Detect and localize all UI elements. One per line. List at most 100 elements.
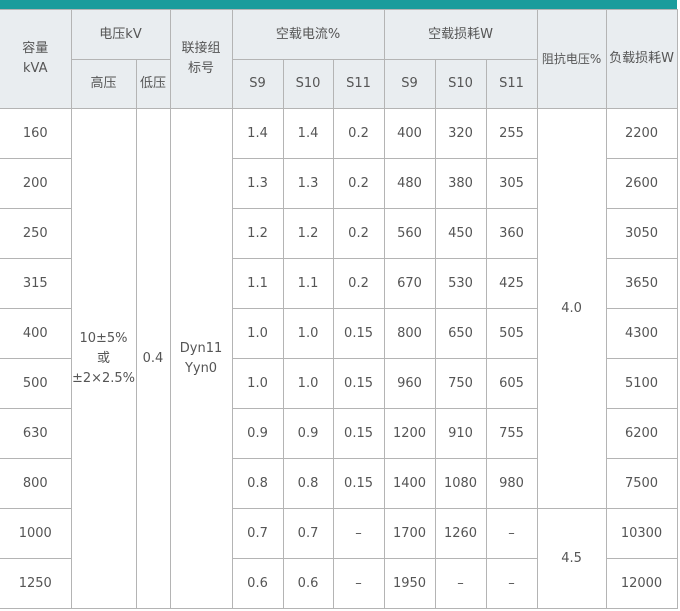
cell-i11: 0.2 xyxy=(332,208,385,259)
cell-capacity: 160 xyxy=(0,108,72,159)
cell-load-loss: 12000 xyxy=(605,558,678,609)
cell-i9: 0.6 xyxy=(231,558,284,609)
cell-i10: 1.4 xyxy=(282,108,334,159)
high-voltage-line-3: ±2×2.5% xyxy=(71,370,136,386)
cell-load-loss: 5100 xyxy=(605,358,678,409)
cell-i11: 0.15 xyxy=(332,458,385,509)
cell-i11: 0.2 xyxy=(332,258,385,309)
cell-capacity: 315 xyxy=(0,258,72,309)
cell-load-loss: 10300 xyxy=(605,508,678,559)
cell-i10: 0.6 xyxy=(282,558,334,609)
cell-capacity: 500 xyxy=(0,358,72,409)
transformer-spec-table: 容量 kVA 电压kV 联接组 标号 空载电流% 空载损耗W 阻抗电压% 负载损耗W… xyxy=(0,9,678,609)
cell-load-loss: 2600 xyxy=(605,158,678,209)
table-row: 400 1.0 1.0 0.15 800 650 505 4300 xyxy=(0,308,678,359)
cell-low-voltage: 0.4 xyxy=(135,108,171,609)
header-noload-loss: 空载损耗W xyxy=(383,9,538,60)
cell-i9: 1.4 xyxy=(231,108,284,159)
header-connection: 联接组 标号 xyxy=(169,9,233,109)
cell-p10: 450 xyxy=(434,208,487,259)
cell-i11: – xyxy=(332,558,385,609)
header-low-voltage: 低压 xyxy=(135,59,171,109)
cell-i10: 1.3 xyxy=(282,158,334,209)
cell-i10: 1.0 xyxy=(282,358,334,409)
cell-p11: 360 xyxy=(485,208,538,259)
cell-high-voltage: 10±5% 或 ±2×2.5% xyxy=(70,108,137,609)
cell-p10: 1260 xyxy=(434,508,487,559)
cell-i11: 0.15 xyxy=(332,408,385,459)
cell-capacity: 200 xyxy=(0,158,72,209)
cell-p9: 480 xyxy=(383,158,436,209)
cell-p9: 1950 xyxy=(383,558,436,609)
cell-p9: 1200 xyxy=(383,408,436,459)
cell-p9: 800 xyxy=(383,308,436,359)
cell-load-loss: 4300 xyxy=(605,308,678,359)
cell-capacity: 800 xyxy=(0,458,72,509)
cell-capacity: 630 xyxy=(0,408,72,459)
cell-p9: 670 xyxy=(383,258,436,309)
header-voltage: 电压kV xyxy=(70,9,171,60)
cell-capacity: 400 xyxy=(0,308,72,359)
connection-line-2: Yyn0 xyxy=(184,360,218,376)
cell-i10: 0.7 xyxy=(282,508,334,559)
connection-label-2: 标号 xyxy=(188,61,215,76)
cell-p11: – xyxy=(485,558,538,609)
cell-impedance: 4.0 xyxy=(536,108,607,509)
table-row: 1250 0.6 0.6–1950– –12000 xyxy=(0,558,678,609)
table-row: 160 10±5% 或 ±2×2.5% 0.4 Dyn11 Yyn0 1.4 1.4 0.2 400… xyxy=(0,108,678,609)
cell-load-loss: 2200 xyxy=(605,108,678,159)
header-loss-s10: S10 xyxy=(434,59,487,109)
table-row: 500 1.0 1.0 0.15 960 750 605 5100 xyxy=(0,358,678,409)
header-high-voltage: 高压 xyxy=(71,59,137,109)
cell-i9: 1.0 xyxy=(231,308,284,359)
header-loss-s9: S9 xyxy=(383,59,436,109)
cell-i11: 0.2 xyxy=(332,158,385,209)
cell-connection: Dyn11 Yyn0 xyxy=(169,108,233,609)
cell-i11: 0.15 xyxy=(332,358,385,409)
table-body: 160 10±5% 或 ±2×2.5% 0.4 Dyn11 Yyn0 1.4 1.4 0.2 400… xyxy=(0,108,678,609)
cell-p10: 380 xyxy=(434,158,487,209)
header-current-s10: S10 xyxy=(282,59,334,109)
header-loss-s11: S11 xyxy=(485,59,538,109)
cell-i11: – xyxy=(332,508,385,559)
cell-i10: 0.9 xyxy=(282,408,334,459)
cell-load-loss: 3050 xyxy=(605,208,678,259)
cell-i10: 1.2 xyxy=(282,208,334,259)
cell-i10: 1.0 xyxy=(282,308,334,359)
high-voltage-line-1: 10±5% xyxy=(79,330,128,346)
cell-i11: 0.15 xyxy=(332,308,385,359)
cell-p9: 1400 xyxy=(383,458,436,509)
cell-load-loss: 6200 xyxy=(605,408,678,459)
top-accent-bar xyxy=(0,0,677,9)
header-load-loss: 负载损耗W xyxy=(605,9,678,109)
cell-p11: 255 xyxy=(485,108,538,159)
connection-label-1: 联接组 xyxy=(181,41,221,56)
cell-i9: 0.7 xyxy=(231,508,284,559)
cell-p10: 750 xyxy=(434,358,487,409)
capacity-label: 容量 xyxy=(22,41,49,56)
cell-load-loss: 7500 xyxy=(605,458,678,509)
cell-p9: 400 xyxy=(383,108,436,159)
cell-p10: 650 xyxy=(434,308,487,359)
cell-i11: 0.2 xyxy=(332,108,385,159)
cell-i9: 0.9 xyxy=(231,408,284,459)
cell-i9: 1.1 xyxy=(231,258,284,309)
cell-i10: 1.1 xyxy=(282,258,334,309)
cell-p11: 755 xyxy=(485,408,538,459)
cell-p9: 960 xyxy=(383,358,436,409)
cell-impedance: 4.5 xyxy=(536,508,607,609)
cell-i9: 1.2 xyxy=(231,208,284,259)
cell-p11: 305 xyxy=(485,158,538,209)
cell-p10: – xyxy=(434,558,487,609)
cell-p10: 320 xyxy=(434,108,487,159)
cell-capacity: 1000 xyxy=(0,508,72,559)
cell-p9: 1700 xyxy=(383,508,436,559)
cell-p11: 425 xyxy=(485,258,538,309)
cell-p11: – xyxy=(485,508,538,559)
header-current-s11: S11 xyxy=(332,59,385,109)
cell-capacity: 250 xyxy=(0,208,72,259)
capacity-unit: kVA xyxy=(23,61,48,76)
table-row: 1000 0.7 0.7–1700 1260–4.5 10300 xyxy=(0,508,678,609)
connection-line-1: Dyn11 xyxy=(179,340,223,356)
high-voltage-line-2: 或 xyxy=(96,350,110,366)
